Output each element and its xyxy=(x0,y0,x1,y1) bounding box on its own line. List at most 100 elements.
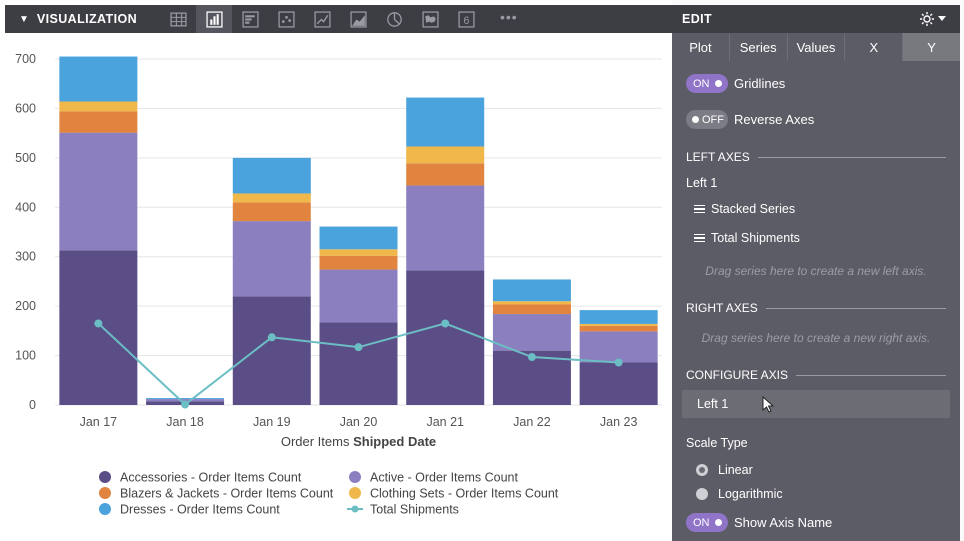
legend-label[interactable]: Clothing Sets - Order Items Count xyxy=(370,487,559,501)
edit-tabs: Plot Series Values X Y xyxy=(672,33,960,61)
total-shipments-point[interactable] xyxy=(267,333,276,342)
scale-option-label: Logarithmic xyxy=(718,487,783,501)
bar-segment[interactable] xyxy=(406,146,485,164)
configure-axis-selector[interactable]: Left 1 xyxy=(682,390,950,418)
bar-segment[interactable] xyxy=(579,325,658,332)
total-shipments-point[interactable] xyxy=(441,319,450,328)
bar-segment[interactable] xyxy=(579,323,658,326)
total-shipments-point[interactable] xyxy=(94,319,103,328)
bar-segment[interactable] xyxy=(232,193,311,203)
x-axis-title-prefix: Order Items xyxy=(281,434,353,449)
bar-segment[interactable] xyxy=(232,157,311,194)
bar-segment[interactable] xyxy=(406,185,485,271)
right-axes-title: RIGHT AXES xyxy=(686,301,758,315)
series-item-total-shipments[interactable]: Total Shipments xyxy=(694,231,800,245)
left-axis-drop-hint[interactable]: Drag series here to create a new left ax… xyxy=(705,264,927,278)
tab-series[interactable]: Series xyxy=(729,33,788,61)
radio-unselected-icon[interactable] xyxy=(696,488,708,500)
edit-title: EDIT xyxy=(682,12,713,26)
tab-y[interactable]: Y xyxy=(903,33,960,61)
tab-plot[interactable]: Plot xyxy=(672,33,730,61)
bar-segment[interactable] xyxy=(319,226,398,250)
bar-segment[interactable] xyxy=(59,132,138,251)
pie-chart-icon[interactable] xyxy=(376,5,412,33)
show-axis-name-row: ON Show Axis Name xyxy=(686,513,832,532)
scale-option-logarithmic[interactable]: Logarithmic xyxy=(696,487,783,501)
left-axis-name[interactable]: Left 1 xyxy=(686,176,718,190)
bar-segment[interactable] xyxy=(232,221,311,297)
bar-segment[interactable] xyxy=(59,250,138,405)
chevron-down-icon[interactable] xyxy=(938,16,946,22)
y-tick-label: 400 xyxy=(15,200,36,214)
show-axis-name-label: Show Axis Name xyxy=(734,515,833,530)
bar-segment[interactable] xyxy=(319,249,398,256)
legend-label[interactable]: Accessories - Order Items Count xyxy=(120,471,302,485)
bar-segment[interactable] xyxy=(406,97,485,147)
bar-segment[interactable] xyxy=(319,255,398,270)
line-chart-icon[interactable] xyxy=(304,5,340,33)
map-icon[interactable] xyxy=(412,5,448,33)
left-axes-title: LEFT AXES xyxy=(686,150,750,164)
x-tick-label: Jan 23 xyxy=(600,415,638,429)
bar-segment[interactable] xyxy=(59,101,138,112)
collapse-caret-icon[interactable]: ▼ xyxy=(19,13,29,25)
bar-segment[interactable] xyxy=(146,399,225,402)
y-tick-label: 600 xyxy=(15,101,36,115)
bar-segment[interactable] xyxy=(406,163,485,186)
settings-gear-icon[interactable] xyxy=(919,11,946,27)
bar-segment[interactable] xyxy=(579,310,658,324)
drag-handle-icon[interactable] xyxy=(694,204,705,214)
show-axis-name-toggle[interactable]: ON xyxy=(686,513,728,532)
tab-values[interactable]: Values xyxy=(787,33,846,61)
bar-segment[interactable] xyxy=(319,269,398,323)
series-item-stacked[interactable]: Stacked Series xyxy=(694,202,795,216)
legend-label[interactable]: Total Shipments xyxy=(370,503,459,517)
total-shipments-point[interactable] xyxy=(527,353,536,362)
bar-segment[interactable] xyxy=(59,111,138,133)
drag-handle-icon[interactable] xyxy=(694,233,705,243)
reverse-axes-toggle[interactable]: OFF xyxy=(686,110,728,129)
reverse-axes-label: Reverse Axes xyxy=(734,112,815,127)
bar-segment[interactable] xyxy=(492,304,571,315)
gridlines-toggle[interactable]: ON xyxy=(686,74,728,93)
column-chart-icon[interactable] xyxy=(196,5,232,33)
area-chart-icon[interactable] xyxy=(340,5,376,33)
legend-swatch xyxy=(99,487,111,499)
bar-segment[interactable] xyxy=(319,322,398,405)
total-shipments-point[interactable] xyxy=(354,343,363,352)
reverse-axes-row: OFF Reverse Axes xyxy=(686,110,814,129)
gridlines-row: ON Gridlines xyxy=(686,74,785,93)
more-options-icon[interactable]: ••• xyxy=(500,9,518,25)
total-shipments-point[interactable] xyxy=(181,400,190,409)
right-axis-drop-hint[interactable]: Drag series here to create a new right a… xyxy=(701,331,931,345)
tab-x[interactable]: X xyxy=(845,33,904,61)
edit-panel: EDIT Plot Series Values X Y ON Gridlines… xyxy=(672,5,960,541)
bar-segment[interactable] xyxy=(232,296,311,405)
legend-swatch xyxy=(349,471,361,483)
bar-segment[interactable] xyxy=(146,398,225,400)
x-tick-label: Jan 20 xyxy=(340,415,378,429)
bar-segment[interactable] xyxy=(579,331,658,363)
bar-segment[interactable] xyxy=(406,270,485,405)
bar-segment[interactable] xyxy=(579,362,658,405)
legend-label[interactable]: Blazers & Jackets - Order Items Count xyxy=(120,487,334,501)
bar-segment[interactable] xyxy=(492,314,571,351)
bar-segment[interactable] xyxy=(492,279,571,302)
bar-segment[interactable] xyxy=(232,202,311,222)
single-value-icon[interactable]: 6 xyxy=(448,5,484,33)
scatter-icon[interactable] xyxy=(268,5,304,33)
scale-option-linear[interactable]: Linear xyxy=(696,463,753,477)
right-axes-section: RIGHT AXES xyxy=(686,301,946,315)
legend-label[interactable]: Active - Order Items Count xyxy=(370,471,518,485)
bar-chart-icon[interactable] xyxy=(232,5,268,33)
bar-segment[interactable] xyxy=(59,56,138,102)
table-icon[interactable] xyxy=(160,5,196,33)
visualization-header[interactable]: ▼ VISUALIZATION xyxy=(5,5,672,33)
bar-segment[interactable] xyxy=(492,301,571,305)
legend-swatch xyxy=(99,503,111,515)
radio-selected-icon[interactable] xyxy=(696,464,708,476)
legend-label[interactable]: Dresses - Order Items Count xyxy=(120,503,280,517)
total-shipments-point[interactable] xyxy=(614,358,623,367)
configure-axis-title: CONFIGURE AXIS xyxy=(686,368,789,382)
